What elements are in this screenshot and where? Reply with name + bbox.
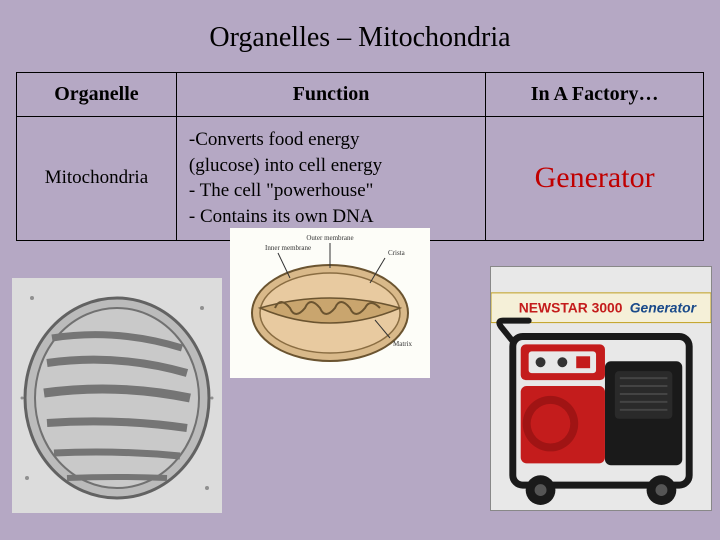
diagram-label-inner: Inner membrane [265,244,311,252]
diagram-label-outer: Outer membrane [306,234,353,242]
table-row: Mitochondria -Converts food energy(gluco… [17,117,704,241]
generator-brand: NEWSTAR 3000 [519,300,623,316]
diagram-label-matrix: Matrix [393,340,413,348]
images-row: Outer membrane Inner membrane Crista Mat… [0,278,720,538]
diagram-label-crista: Crista [388,249,406,257]
cell-function: -Converts food energy(glucose) into cell… [176,117,485,241]
cell-organelle: Mitochondria [17,117,177,241]
cell-factory: Generator [486,117,704,241]
generator-image: NEWSTAR 3000 Generator [490,266,712,511]
mitochondrion-em-image [12,278,222,513]
header-organelle: Organelle [17,73,177,117]
slide-title: Organelles – Mitochondria [0,0,720,72]
header-factory: In A Factory… [486,73,704,117]
header-function: Function [176,73,485,117]
factory-label: Generator [535,161,655,194]
table-header-row: Organelle Function In A Factory… [17,73,704,117]
mitochondrion-diagram-image: Outer membrane Inner membrane Crista Mat… [230,228,430,378]
organelle-table: Organelle Function In A Factory… Mitocho… [16,72,704,241]
generator-word: Generator [630,300,698,316]
